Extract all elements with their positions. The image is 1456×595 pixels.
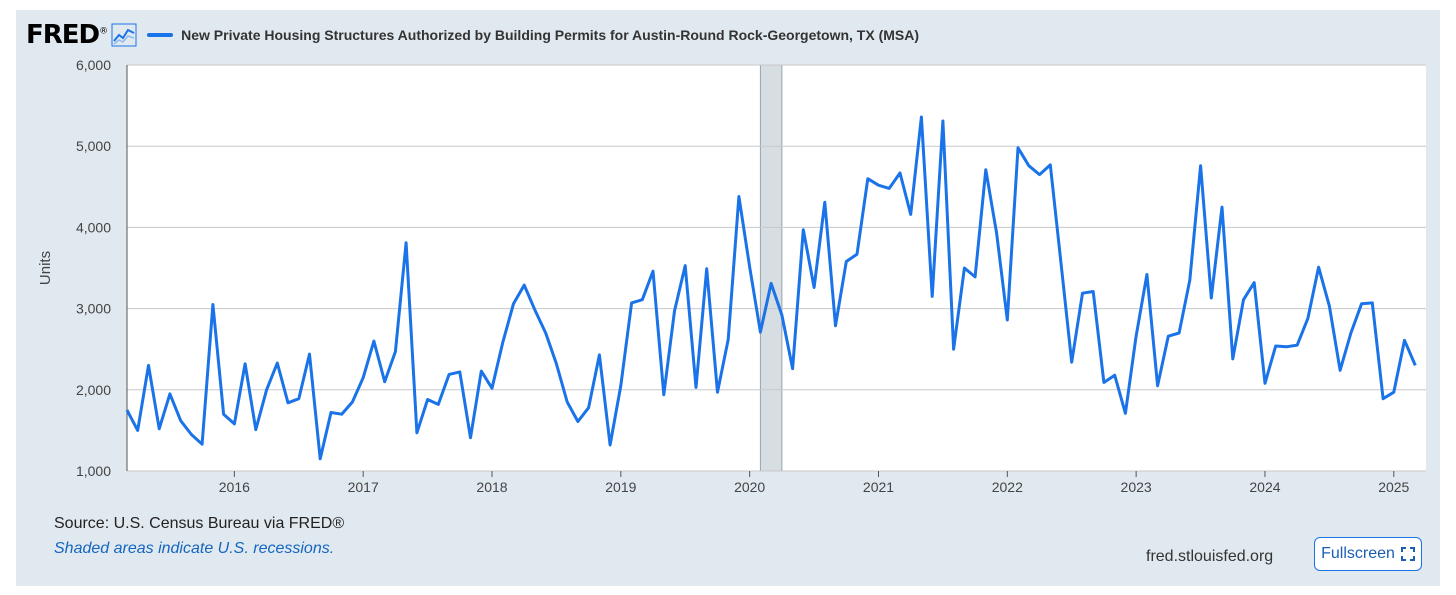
y-tick-label: 1,000 bbox=[76, 463, 111, 479]
chart-frame: FRED® New Private Housing Structures Aut… bbox=[16, 10, 1440, 586]
x-tick-label: 2018 bbox=[476, 479, 507, 495]
x-tick-label: 2017 bbox=[348, 479, 379, 495]
x-tick-label: 2020 bbox=[734, 479, 765, 495]
y-tick-label: 3,000 bbox=[76, 301, 111, 317]
fred-logo[interactable]: FRED® bbox=[26, 20, 108, 50]
x-tick-label: 2025 bbox=[1378, 479, 1409, 495]
y-axis-label: Units bbox=[37, 251, 54, 285]
chart-header: FRED® New Private Housing Structures Aut… bbox=[26, 20, 919, 50]
expand-icon bbox=[1400, 547, 1415, 561]
y-tick-label: 6,000 bbox=[76, 57, 111, 73]
recession-band bbox=[759, 64, 783, 472]
source-note: Source: U.S. Census Bureau via FRED® bbox=[54, 515, 345, 532]
y-tick-label: 5,000 bbox=[76, 138, 111, 154]
y-tick-label: 2,000 bbox=[76, 382, 111, 398]
y-tick-label: 4,000 bbox=[76, 219, 111, 235]
line-chart-icon bbox=[111, 23, 137, 47]
chart-title: New Private Housing Structures Authorize… bbox=[181, 27, 920, 43]
recession-note: Shaded areas indicate U.S. recessions. bbox=[54, 540, 335, 557]
series-line bbox=[125, 115, 1417, 461]
x-tick-label: 2024 bbox=[1249, 479, 1280, 495]
x-tick-label: 2022 bbox=[992, 479, 1023, 495]
x-tick-label: 2021 bbox=[863, 479, 894, 495]
x-tick-label: 2019 bbox=[605, 479, 636, 495]
line-chart: 1,000 2,000 3,000 4,000 5,000 6,000 2016 2017 20… bbox=[37, 57, 1426, 495]
x-tick-label: 2023 bbox=[1121, 479, 1152, 495]
legend-swatch bbox=[147, 33, 174, 37]
x-tick-label: 2016 bbox=[219, 479, 250, 495]
fullscreen-button[interactable]: Fullscreen bbox=[1314, 537, 1422, 571]
site-link[interactable]: fred.stlouisfed.org bbox=[1146, 548, 1274, 565]
fullscreen-label: Fullscreen bbox=[1321, 545, 1395, 562]
